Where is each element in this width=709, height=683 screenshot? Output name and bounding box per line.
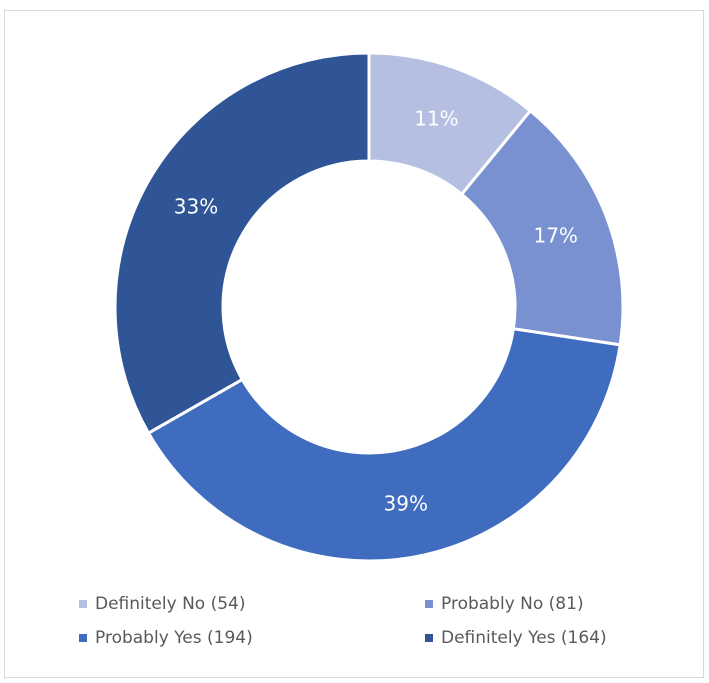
data-label-probably-yes: 39% xyxy=(384,492,428,516)
legend-item-probably-yes: Probably Yes (194) xyxy=(79,628,425,648)
data-label-probably-no: 17% xyxy=(533,223,577,247)
legend-swatch-definitely-no xyxy=(79,600,87,608)
legend-label-probably-no: Probably No (81) xyxy=(441,594,584,614)
chart-area: 11% 17% 39% 33% Definitely No (54) Probably… xyxy=(4,10,704,678)
data-label-definitely-no: 11% xyxy=(414,107,458,131)
legend-swatch-probably-no xyxy=(425,600,433,608)
legend-swatch-probably-yes xyxy=(79,634,87,642)
donut-slice-probably-no xyxy=(459,108,625,347)
legend-label-definitely-no: Definitely No (54) xyxy=(95,594,246,614)
legend-item-definitely-no: Definitely No (54) xyxy=(79,594,425,614)
legend-label-definitely-yes: Definitely Yes (164) xyxy=(441,628,607,648)
legend-item-probably-no: Probably No (81) xyxy=(425,594,679,614)
chart-legend: Definitely No (54) Probably No (81) Prob… xyxy=(79,594,679,648)
legend-swatch-definitely-yes xyxy=(425,634,433,642)
legend-label-probably-yes: Probably Yes (194) xyxy=(95,628,253,648)
legend-item-definitely-yes: Definitely Yes (164) xyxy=(425,628,679,648)
donut-slice-definitely-yes xyxy=(113,51,371,436)
donut-slice-probably-yes xyxy=(146,327,622,563)
data-label-definitely-yes: 33% xyxy=(174,195,218,219)
donut-chart: 11% 17% 39% 33% xyxy=(113,51,625,563)
